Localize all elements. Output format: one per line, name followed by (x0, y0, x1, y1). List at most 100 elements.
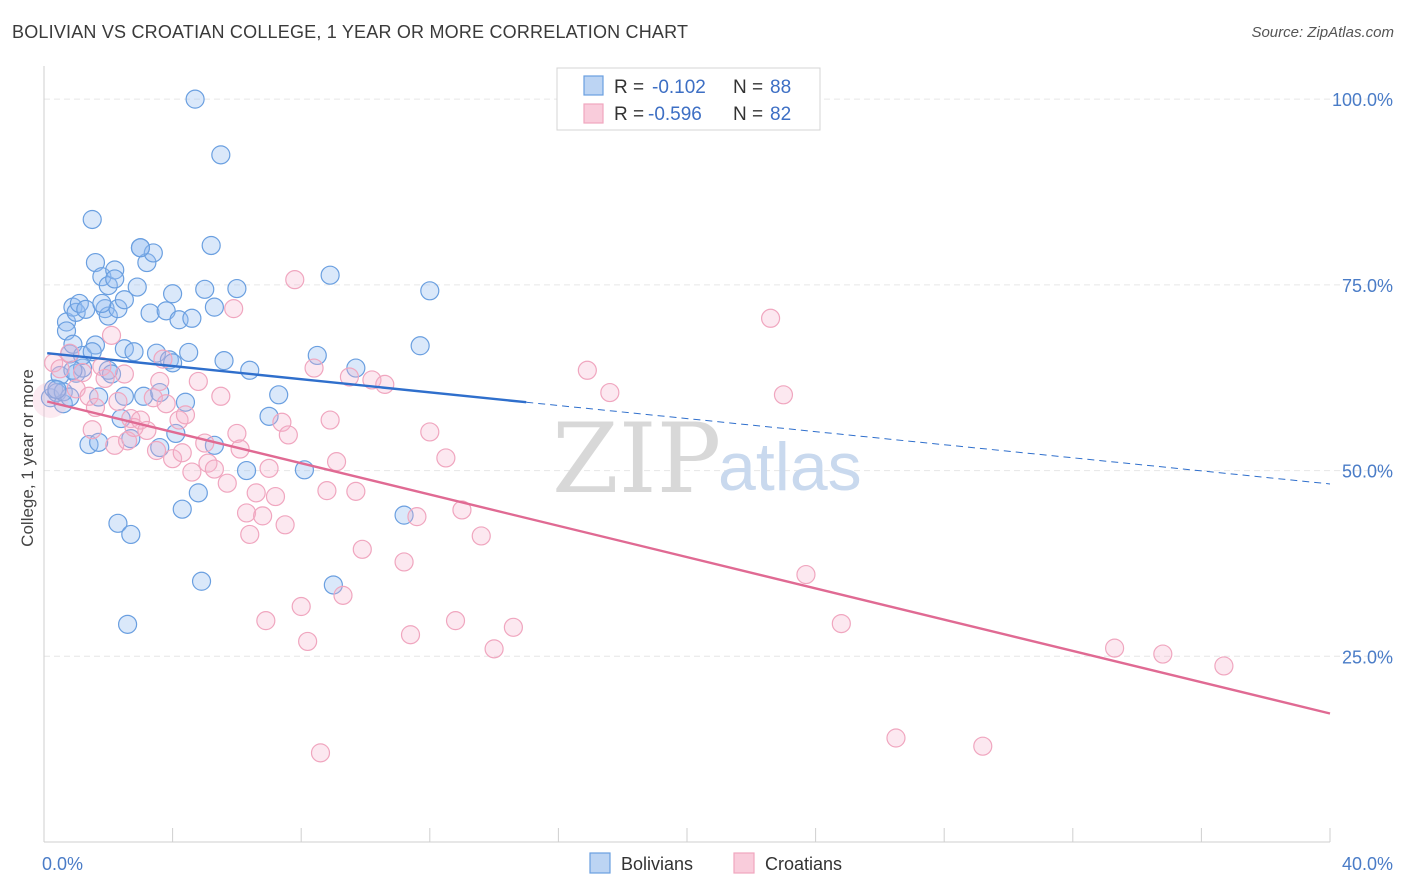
bolivians-point-23 (89, 387, 109, 407)
bolivians-point-76 (323, 575, 343, 595)
croatians-point-61 (375, 374, 395, 394)
croatians-point-64 (407, 507, 427, 527)
legend-r-value-1: -0.102 (652, 77, 706, 98)
croatians-point-41 (253, 506, 273, 526)
croatians-point-30 (195, 433, 215, 453)
bolivians-point-86 (195, 279, 215, 299)
bolivians-point-3 (50, 365, 70, 386)
croatians-point-76 (796, 564, 816, 585)
croatians-point-60 (362, 370, 382, 390)
bolivians-point-28 (98, 306, 118, 326)
bolivians-point-19 (82, 209, 102, 230)
bolivians-point-41 (127, 277, 147, 297)
croatians-point-74 (760, 308, 781, 328)
bolivians-point-79 (410, 336, 430, 356)
bolivians-point-43 (134, 386, 154, 406)
croatians-point-2 (60, 343, 80, 363)
croatians-trend-line (46, 400, 1331, 715)
bolivians-point-52 (163, 284, 183, 304)
bottom-legend-croatians: Croatians (765, 854, 842, 874)
croatians-points (32, 270, 1234, 763)
croatians-point-12 (108, 391, 128, 412)
axes (43, 66, 1331, 843)
croatians-point-69 (471, 526, 491, 546)
croatians-point-4 (72, 362, 93, 383)
bolivians-point-17 (76, 299, 96, 319)
croatians-point-67 (445, 611, 466, 631)
series-legend: Bolivians Croatians (589, 852, 842, 874)
legend-n-value-1: 88 (770, 77, 791, 98)
legend-swatch-bolivians (583, 75, 604, 96)
bolivians-point-56 (172, 499, 192, 519)
croatians-point-cluster (32, 382, 69, 418)
bolivians-point-40 (124, 342, 144, 362)
croatians-point-50 (298, 631, 318, 652)
bottom-swatch-bolivians (589, 852, 611, 874)
croatians-point-36 (227, 423, 247, 444)
bolivians-point-74 (307, 345, 327, 366)
bolivians-point-36 (114, 290, 134, 310)
croatians-point-1 (50, 359, 70, 379)
correlation-legend: R = -0.102 N = 88 R = -0.596 N = 82 (556, 67, 821, 131)
bolivians-point-70 (240, 360, 260, 380)
croatians-point-54 (320, 410, 340, 430)
bolivians-point-80 (420, 281, 440, 301)
bolivians-point-35 (114, 386, 134, 406)
croatians-point-46 (275, 515, 295, 535)
croatians-point-6 (82, 420, 102, 440)
bolivians-point-37 (117, 614, 138, 634)
bolivians-point-45 (140, 303, 160, 323)
croatians-point-59 (352, 539, 372, 559)
y-axis-label: College, 1 year or more (18, 369, 37, 547)
y-tick-label-1: 75.0% (1342, 276, 1393, 296)
croatians-point-72 (577, 360, 597, 380)
bolivians-point-39 (121, 524, 141, 545)
legend-swatch-croatians (583, 103, 604, 124)
croatians-point-25 (169, 410, 189, 430)
y-tick-labels: 100.0% 75.0% 50.0% 25.0% (1332, 90, 1393, 667)
bottom-swatch-croatians (733, 852, 755, 874)
croatians-point-56 (333, 585, 353, 605)
croatians-point-26 (172, 443, 192, 463)
bolivians-point-48 (150, 437, 170, 458)
croatians-point-5 (79, 386, 99, 406)
y-tick-label-2: 50.0% (1342, 462, 1393, 482)
croatians-point-78 (886, 728, 906, 748)
bolivians-trend-line (47, 352, 527, 404)
x-tick-label-0: 0.0% (42, 854, 83, 874)
croatians-point-63 (400, 625, 421, 645)
bolivians-point-21 (85, 252, 106, 273)
bolivians-point-49 (150, 382, 170, 403)
bolivians-point-67 (214, 351, 234, 371)
x-tick-label-1: 40.0% (1342, 854, 1393, 874)
croatians-point-73 (600, 382, 620, 403)
croatians-point-66 (436, 448, 456, 468)
croatians-point-44 (265, 486, 286, 507)
legend-n-label-2: N = (733, 104, 763, 125)
croatians-point-55 (326, 452, 347, 472)
croatians-point-79 (973, 736, 993, 756)
bolivians-points (40, 89, 440, 634)
croatians-point-28 (182, 462, 202, 482)
bottom-legend-bolivians: Bolivians (621, 854, 693, 874)
bolivians-point-60 (185, 89, 205, 109)
trend-lines (46, 352, 1331, 715)
bolivians-point-65 (204, 297, 224, 317)
croatians-point-11 (105, 435, 125, 455)
legend-r-label-1: R = (614, 77, 644, 98)
watermark-zip: ZIP (552, 403, 721, 515)
croatians-point-52 (310, 743, 331, 763)
croatians-point-10 (101, 325, 122, 345)
croatians-point-8 (92, 356, 112, 377)
croatians-point-75 (773, 385, 794, 405)
croatians-point-35 (224, 299, 244, 319)
croatians-point-39 (240, 524, 260, 545)
bolivians-point-13 (66, 363, 86, 383)
croatians-point-21 (150, 371, 170, 392)
watermark: ZIP atlas (552, 403, 862, 515)
croatians-point-20 (146, 440, 167, 461)
bolivians-point-68 (227, 278, 247, 299)
croatians-point-34 (217, 473, 237, 493)
croatians-point-48 (285, 270, 305, 290)
